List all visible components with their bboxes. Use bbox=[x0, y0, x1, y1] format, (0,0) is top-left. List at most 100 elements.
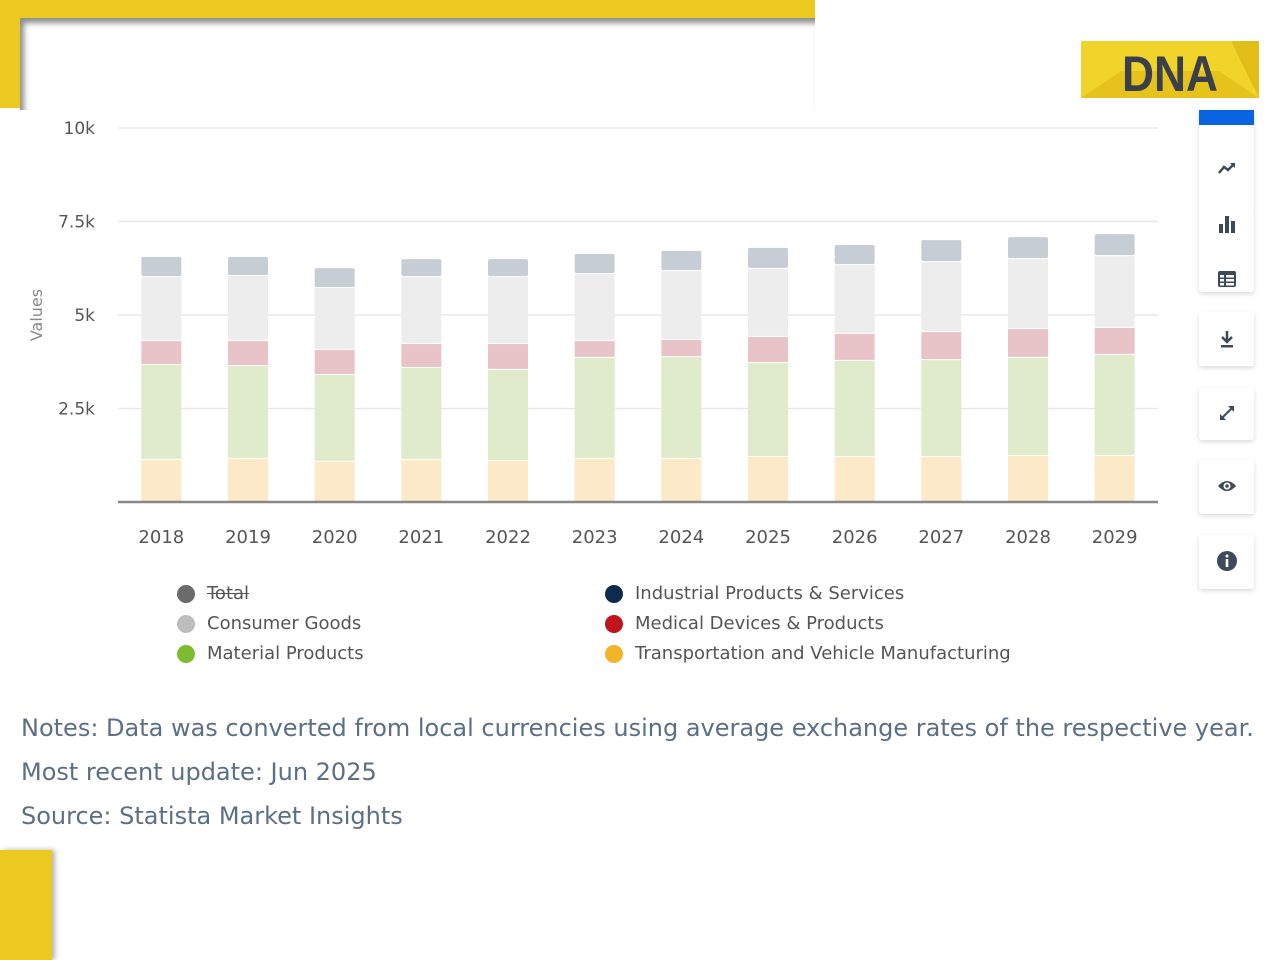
bar-segment[interactable] bbox=[834, 265, 875, 333]
bar-segment[interactable] bbox=[488, 369, 528, 461]
bar-segment[interactable] bbox=[314, 287, 355, 350]
bar-segment[interactable] bbox=[574, 274, 615, 341]
source-text: Source: Statista Market Insights bbox=[21, 802, 403, 830]
bar-stack-2029[interactable] bbox=[1094, 234, 1135, 502]
bar-segment[interactable] bbox=[834, 456, 875, 502]
bar-segment[interactable] bbox=[661, 458, 702, 502]
bar-segment[interactable] bbox=[661, 357, 702, 458]
bar-stack-2024[interactable] bbox=[661, 250, 702, 502]
bar-segment[interactable] bbox=[1008, 259, 1048, 329]
bar-segment[interactable] bbox=[488, 461, 528, 502]
legend-item[interactable]: Industrial Products & Services bbox=[605, 583, 904, 604]
bar-segment[interactable] bbox=[141, 277, 182, 341]
bar-segment[interactable] bbox=[574, 458, 615, 502]
bar-segment[interactable] bbox=[141, 256, 182, 277]
x-tick-label: 2025 bbox=[745, 527, 791, 548]
update-text: Most recent update: Jun 2025 bbox=[21, 758, 377, 786]
bar-segment[interactable] bbox=[314, 268, 355, 287]
bar-segment[interactable] bbox=[834, 360, 875, 456]
bar-segment[interactable] bbox=[1094, 256, 1135, 327]
frame-bottom-left-bar bbox=[0, 850, 52, 960]
legend-label: Consumer Goods bbox=[207, 613, 362, 634]
x-tick-label: 2023 bbox=[572, 527, 618, 548]
legend-item[interactable]: Medical Devices & Products bbox=[605, 613, 884, 634]
bar-segment[interactable] bbox=[921, 456, 962, 502]
bar-segment[interactable] bbox=[1094, 354, 1135, 455]
bar-segment[interactable] bbox=[921, 262, 962, 332]
bar-chart-icon[interactable] bbox=[1199, 212, 1254, 236]
bar-stack-2028[interactable] bbox=[1008, 237, 1048, 502]
bar-segment[interactable] bbox=[921, 332, 962, 360]
bar-stack-2023[interactable] bbox=[574, 253, 615, 502]
bar-segment[interactable] bbox=[228, 458, 268, 502]
bar-segment[interactable] bbox=[488, 344, 528, 369]
bar-segment[interactable] bbox=[1008, 329, 1048, 357]
bar-segment[interactable] bbox=[661, 339, 702, 357]
bar-segment[interactable] bbox=[228, 366, 268, 458]
bar-stack-2020[interactable] bbox=[314, 268, 355, 502]
legend-label: Total bbox=[207, 583, 250, 604]
bar-segment[interactable] bbox=[314, 350, 355, 375]
legend-item[interactable]: Consumer Goods bbox=[177, 613, 361, 634]
bar-segment[interactable] bbox=[228, 275, 268, 341]
table-icon[interactable] bbox=[1199, 267, 1254, 291]
bar-segment[interactable] bbox=[748, 336, 788, 363]
legend-item[interactable]: Transportation and Vehicle Manufacturing bbox=[605, 643, 1011, 664]
bar-segment[interactable] bbox=[228, 341, 268, 366]
bar-segment[interactable] bbox=[401, 277, 442, 344]
bar-segment[interactable] bbox=[141, 364, 182, 459]
info-button[interactable] bbox=[1199, 535, 1254, 589]
bar-segment[interactable] bbox=[748, 363, 788, 456]
bar-segment[interactable] bbox=[228, 256, 268, 275]
y-axis-title: Values bbox=[27, 289, 46, 341]
bar-segment[interactable] bbox=[748, 456, 788, 502]
bar-segment[interactable] bbox=[401, 367, 442, 459]
trend-line-icon[interactable] bbox=[1199, 156, 1254, 180]
legend-dot-icon bbox=[177, 644, 195, 663]
bar-segment[interactable] bbox=[834, 333, 875, 360]
bar-segment[interactable] bbox=[141, 341, 182, 364]
bar-segment[interactable] bbox=[488, 259, 528, 277]
x-tick-label: 2026 bbox=[832, 527, 878, 548]
bar-segment[interactable] bbox=[1008, 357, 1048, 455]
bar-segment[interactable] bbox=[661, 250, 702, 271]
bar-stack-2019[interactable] bbox=[228, 256, 268, 502]
bar-stack-2027[interactable] bbox=[921, 240, 962, 502]
bar-stack-2018[interactable] bbox=[141, 256, 182, 502]
legend-item[interactable]: Material Products bbox=[177, 643, 364, 664]
bar-segment[interactable] bbox=[141, 459, 182, 502]
bar-segment[interactable] bbox=[314, 375, 355, 461]
bar-segment[interactable] bbox=[748, 268, 788, 336]
bar-segment[interactable] bbox=[1094, 327, 1135, 354]
bar-segment[interactable] bbox=[401, 259, 442, 277]
eye-icon bbox=[1199, 474, 1254, 498]
bar-segment[interactable] bbox=[488, 277, 528, 344]
bar-segment[interactable] bbox=[1094, 455, 1135, 502]
bar-segment[interactable] bbox=[661, 271, 702, 339]
bar-segment[interactable] bbox=[1008, 237, 1048, 259]
bar-segment[interactable] bbox=[574, 357, 615, 458]
bar-segment[interactable] bbox=[921, 240, 962, 262]
bar-segment[interactable] bbox=[834, 244, 875, 265]
bar-stack-2022[interactable] bbox=[488, 259, 528, 502]
legend-label: Material Products bbox=[207, 643, 364, 664]
bar-stack-2021[interactable] bbox=[401, 259, 442, 502]
bar-segment[interactable] bbox=[921, 360, 962, 456]
bar-segment[interactable] bbox=[748, 247, 788, 268]
legend-item[interactable]: Total bbox=[177, 583, 249, 604]
bar-segment[interactable] bbox=[401, 459, 442, 502]
visibility-button[interactable] bbox=[1199, 460, 1254, 514]
download-button[interactable] bbox=[1199, 312, 1254, 366]
bar-stack-2025[interactable] bbox=[748, 247, 788, 502]
bar-segment[interactable] bbox=[401, 344, 442, 367]
bar-segment[interactable] bbox=[574, 253, 615, 274]
bar-segment[interactable] bbox=[314, 461, 355, 502]
bar-segment[interactable] bbox=[1094, 234, 1135, 256]
download-icon bbox=[1199, 327, 1254, 351]
bar-stack-2026[interactable] bbox=[834, 244, 875, 502]
legend-label: Medical Devices & Products bbox=[635, 613, 884, 634]
info-icon bbox=[1199, 549, 1254, 573]
bar-segment[interactable] bbox=[574, 341, 615, 357]
fullscreen-button[interactable] bbox=[1199, 388, 1254, 440]
bar-segment[interactable] bbox=[1008, 455, 1048, 502]
